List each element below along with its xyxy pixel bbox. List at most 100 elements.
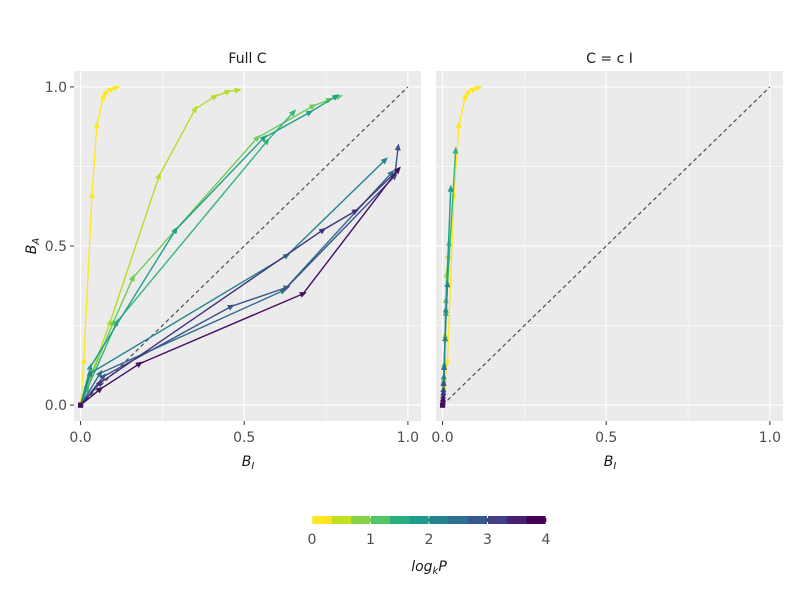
- series-point-P7: [441, 362, 448, 370]
- series-point-P9: [351, 208, 359, 216]
- series-point-P5: [305, 110, 314, 117]
- series-point-P1: [99, 92, 106, 101]
- series-origin-P10: [78, 402, 84, 408]
- legend-color-step: [487, 516, 508, 524]
- series-point-P6: [442, 334, 449, 342]
- legend-tick-label: 2: [425, 532, 434, 548]
- y-tick-label: 0.5: [45, 239, 67, 255]
- series-point-P2: [224, 89, 232, 96]
- legend-tick-label: 4: [542, 532, 551, 548]
- legend-color-step: [448, 516, 469, 524]
- series-point-P5: [447, 184, 454, 192]
- series-point-P10: [393, 166, 401, 174]
- series-point-P2: [234, 87, 242, 94]
- x-axis: 0.0 0.5 1.0 0.0 0.5 1.0: [69, 421, 781, 446]
- series-point-P2: [191, 105, 198, 114]
- series-point-P1: [464, 88, 471, 96]
- series-point-P8: [282, 285, 291, 292]
- series-point-P6: [444, 280, 451, 288]
- legend-color-step: [468, 516, 488, 524]
- legend-ticks: 0 1 2 3 4: [308, 516, 551, 548]
- series-point-P10: [299, 292, 307, 298]
- series-point-P4: [262, 137, 270, 146]
- panel-c-eq-ci-grid: [436, 71, 783, 421]
- series-point-P1: [102, 88, 109, 96]
- x-tick-label: 1.0: [759, 430, 781, 446]
- legend-color-step: [370, 516, 391, 524]
- series-point-P1: [93, 121, 100, 129]
- series-point-P2: [155, 172, 162, 180]
- series-point-P1: [444, 356, 451, 364]
- series-line-P6: [79, 159, 386, 406]
- series-point-P1: [469, 87, 478, 94]
- series-point-P9: [95, 379, 103, 388]
- series-point-P3: [109, 318, 115, 327]
- series-point-P8: [99, 373, 106, 381]
- series-point-P5: [171, 226, 178, 235]
- series-point-P1: [107, 87, 116, 94]
- x-tick-label: 0.5: [233, 430, 255, 446]
- legend-colorbar: 0 1 2 3 4 logkP: [308, 516, 551, 577]
- series-point-P8: [440, 378, 447, 386]
- series-point-P5: [86, 363, 93, 371]
- series-point-P10: [439, 394, 446, 403]
- series-point-P10: [95, 386, 104, 394]
- series-point-P9: [318, 227, 327, 235]
- series-point-P9: [440, 388, 447, 396]
- panel-c-eq-ci-title: C = c I: [586, 51, 633, 67]
- series-point-P6: [282, 253, 291, 260]
- legend-color-step: [526, 516, 547, 524]
- y-axis-label: BA: [24, 238, 42, 255]
- legend-color-step: [312, 516, 332, 524]
- legend-color-step: [409, 516, 430, 524]
- panel-full-c-diagonal: [80, 86, 409, 406]
- legend-tick-label: 3: [483, 532, 492, 548]
- legend-color-step: [507, 516, 527, 524]
- series-point-P3: [253, 134, 260, 143]
- panel-c-eq-ci-diagonal: [442, 86, 771, 406]
- legend-color-step: [429, 516, 449, 524]
- series-point-P3: [128, 274, 135, 282]
- panel-full-c-title: Full C: [228, 51, 266, 67]
- series-point-P3: [308, 104, 317, 111]
- series-point-P1: [88, 191, 95, 199]
- series-point-P5: [259, 134, 267, 143]
- x-tick-label: 0.0: [431, 430, 453, 446]
- series-point-P1: [455, 121, 462, 129]
- series-point-P8: [390, 173, 398, 181]
- series-origin-P10: [440, 402, 446, 408]
- legend-color-step: [351, 516, 371, 524]
- panel-full-c: Full C: [74, 51, 421, 421]
- series-point-P7: [96, 369, 103, 378]
- panel-full-c-series: [78, 85, 401, 408]
- series-point-P1: [80, 356, 87, 364]
- legend-color-step: [331, 516, 352, 524]
- series-point-P5: [331, 94, 340, 101]
- x-tick-label: 0.0: [69, 430, 91, 446]
- series-line-P7: [79, 172, 393, 406]
- panel-c-eq-ci: C = c I: [436, 51, 783, 421]
- series-point-P2: [210, 94, 219, 101]
- series-point-P8: [394, 143, 401, 151]
- series-point-P1: [461, 92, 468, 101]
- legend-tick-label: 0: [308, 532, 317, 548]
- series-point-P6: [86, 369, 93, 378]
- x-axis-label-left: BI: [242, 454, 255, 472]
- x-tick-label: 1.0: [397, 430, 419, 446]
- series-point-P10: [135, 361, 143, 368]
- legend-title: logkP: [411, 559, 447, 577]
- legend-tick-label: 1: [366, 532, 375, 548]
- x-tick-label: 0.5: [595, 430, 617, 446]
- series-point-P4: [289, 109, 297, 117]
- y-tick-label: 1.0: [45, 80, 67, 96]
- y-axis: 0.0 0.5 1.0: [45, 80, 74, 414]
- panel-c-eq-ci-series: [439, 85, 483, 408]
- legend-colorbar-strip: [312, 516, 547, 524]
- legend-color-step: [390, 516, 410, 524]
- series-point-P1: [474, 85, 483, 92]
- series-point-P4: [452, 146, 459, 154]
- series-point-P8: [227, 304, 235, 311]
- y-tick-label: 0.0: [45, 398, 67, 414]
- series-point-P6: [380, 157, 388, 165]
